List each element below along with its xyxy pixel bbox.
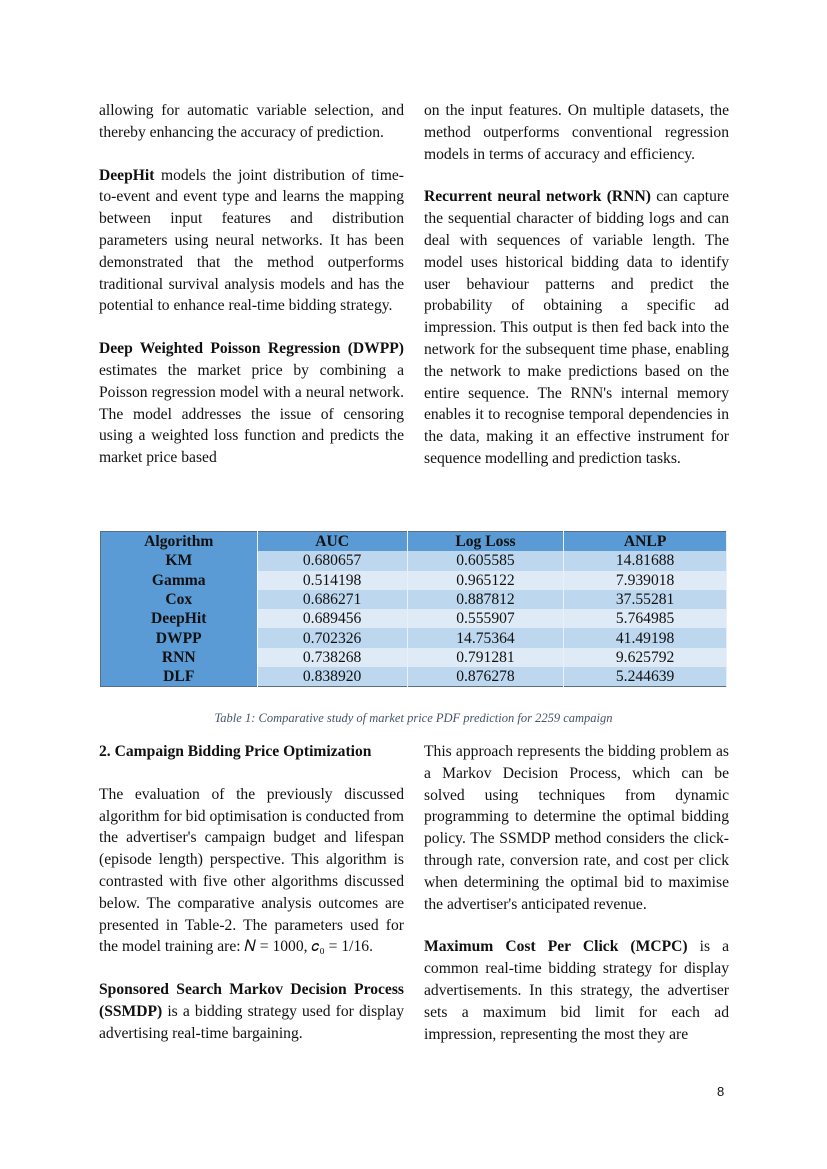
algorithm-cell: Gamma xyxy=(100,570,258,590)
column-header: AUC xyxy=(257,531,408,552)
paragraph: on the input features. On multiple datas… xyxy=(424,100,729,165)
value-cell: 0.689456 xyxy=(257,609,408,629)
value-cell: 14.81688 xyxy=(563,551,727,571)
paragraph-term: Sponsored Search Markov Decision Process… xyxy=(99,981,404,1020)
paragraph-term: Deep Weighted Poisson Regression (DWPP) xyxy=(99,340,404,358)
value-cell: 0.838920 xyxy=(257,667,408,687)
paragraph-term: Maximum Cost Per Click (MCPC) xyxy=(424,938,688,956)
paragraph-text: models the joint distribution of time-to… xyxy=(99,166,404,315)
value-cell: 0.876278 xyxy=(407,667,565,687)
paragraph-term: DeepHit xyxy=(99,166,155,184)
algorithm-cell: RNN xyxy=(100,647,258,668)
paragraph: Maximum Cost Per Click (MCPC) is a commo… xyxy=(424,936,729,1045)
value-cell: 5.764985 xyxy=(563,609,727,629)
table-row: Cox 0.686271 0.887812 37.55281 xyxy=(100,589,727,610)
value-cell: 0.702326 xyxy=(257,628,408,648)
table-row: DWPP 0.702326 14.75364 41.49198 xyxy=(100,628,727,648)
value-cell: 5.244639 xyxy=(563,667,727,687)
value-cell: 0.686271 xyxy=(257,589,408,610)
value-cell: 0.965122 xyxy=(407,570,565,590)
table-header-row: Algorithm AUC Log Loss ANLP xyxy=(100,531,727,552)
value-cell: 7.939018 xyxy=(563,570,727,590)
value-cell: 0.738268 xyxy=(257,647,408,668)
paragraph: Sponsored Search Markov Decision Process… xyxy=(99,979,404,1044)
table-row: KM 0.680657 0.605585 14.81688 xyxy=(100,551,727,571)
paragraph: Deep Weighted Poisson Regression (DWPP) … xyxy=(99,338,404,469)
table-row: Gamma 0.514198 0.965122 7.939018 xyxy=(100,570,727,590)
paragraph: Recurrent neural network (RNN) can captu… xyxy=(424,186,729,469)
paragraph: The evaluation of the previously discuss… xyxy=(99,784,404,958)
table-row: RNN 0.738268 0.791281 9.625792 xyxy=(100,647,727,668)
paragraph-text: can capture the sequential character of … xyxy=(424,188,729,467)
value-cell: 0.887812 xyxy=(407,589,565,610)
value-cell: 14.75364 xyxy=(407,628,565,648)
value-cell: 0.555907 xyxy=(407,609,565,629)
table-caption: Table 1: Comparative study of market pri… xyxy=(214,711,613,725)
column-header: Algorithm xyxy=(100,531,258,552)
algorithm-cell: DWPP xyxy=(100,628,258,648)
left-column-top: allowing for automatic variable selectio… xyxy=(99,100,404,490)
paragraph-text: allowing for automatic variable selectio… xyxy=(99,102,404,141)
paragraph-text: is a common real-time bidding strategy f… xyxy=(424,938,729,1043)
value-cell: 0.605585 xyxy=(407,551,565,571)
paragraph: DeepHit models the joint distribution of… xyxy=(99,165,404,318)
algorithm-cell: DeepHit xyxy=(100,609,258,629)
paragraph: allowing for automatic variable selectio… xyxy=(99,100,404,144)
right-column-top: on the input features. On multiple datas… xyxy=(424,100,729,491)
section-heading: 2. Campaign Bidding Price Optimization xyxy=(99,743,372,760)
value-cell: 0.514198 xyxy=(257,570,408,590)
results-table: Algorithm AUC Log Loss ANLP KM 0.680657 0.605… xyxy=(100,531,727,688)
value-cell: 9.625792 xyxy=(563,647,727,668)
right-column-bottom: This approach represents the bidding pro… xyxy=(424,741,729,1066)
paragraph-text: on the input features. On multiple datas… xyxy=(424,102,729,163)
paragraph: This approach represents the bidding pro… xyxy=(424,741,729,915)
table-row: DeepHit 0.689456 0.555907 5.764985 xyxy=(100,609,727,629)
value-cell: 0.791281 xyxy=(407,647,565,668)
paragraph-text: estimates the market price by combining … xyxy=(99,361,404,467)
column-header: ANLP xyxy=(563,531,727,552)
paragraph-text: This approach represents the bidding pro… xyxy=(424,743,729,913)
algorithm-cell: KM xyxy=(100,551,258,571)
algorithm-cell: Cox xyxy=(100,589,258,610)
left-column-bottom: 2. Campaign Bidding Price Optimization T… xyxy=(99,741,404,1066)
value-cell: 37.55281 xyxy=(563,589,727,610)
paragraph-term: Recurrent neural network (RNN) xyxy=(424,188,651,206)
column-header: Log Loss xyxy=(407,531,565,552)
table-row: DLF 0.838920 0.876278 5.244639 xyxy=(100,667,727,687)
algorithm-cell: DLF xyxy=(100,667,258,687)
paragraph-text: is a bidding strategy used for display a… xyxy=(99,1002,404,1042)
value-cell: 0.680657 xyxy=(257,551,408,571)
value-cell: 41.49198 xyxy=(563,628,727,648)
paragraph-text: The evaluation of the previously discuss… xyxy=(99,785,404,956)
page-number: 8 xyxy=(717,1084,725,1099)
